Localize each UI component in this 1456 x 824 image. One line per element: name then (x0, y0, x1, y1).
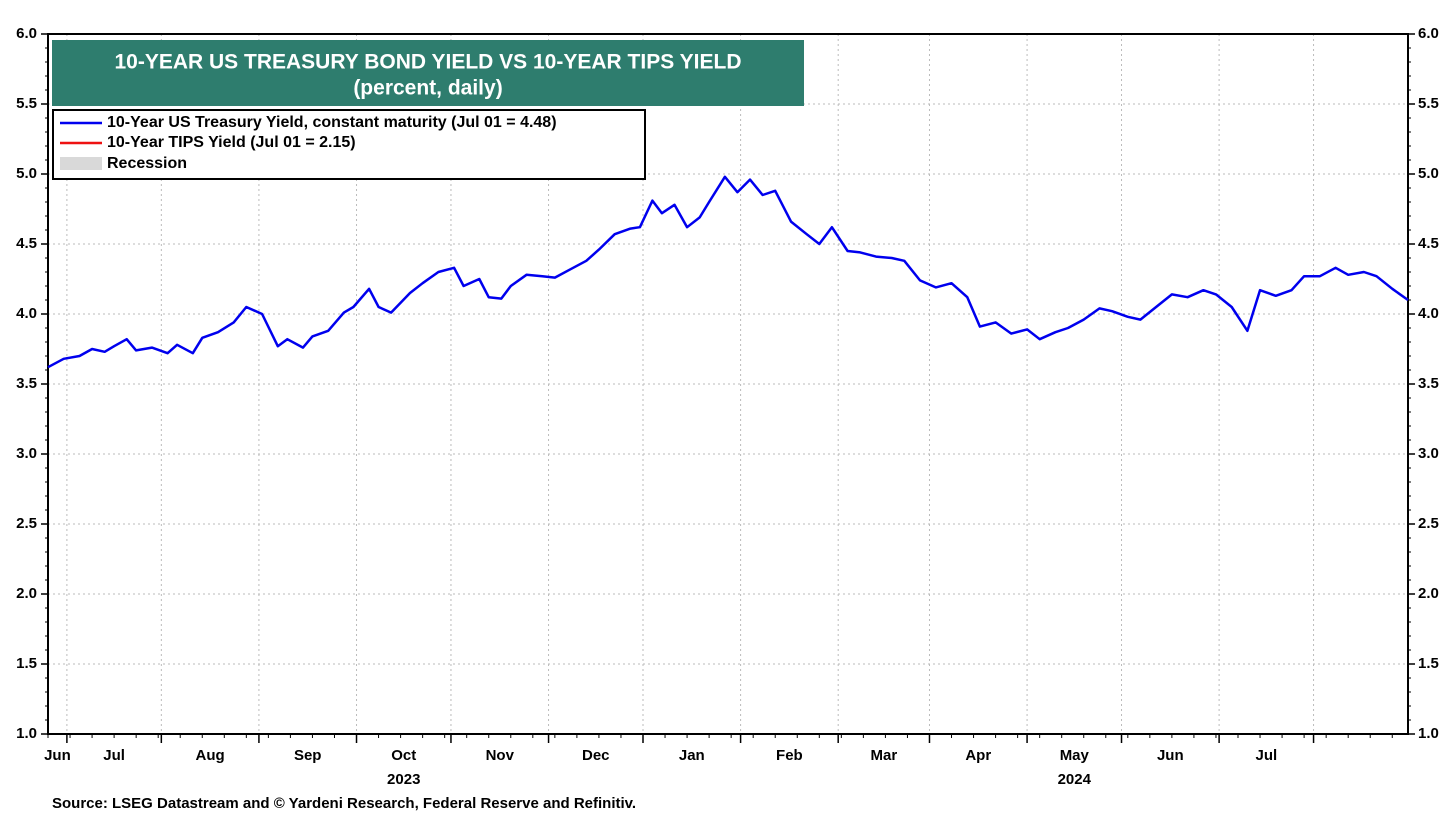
x-month-label: Dec (582, 747, 610, 764)
source-note: Source: LSEG Datastream and © Yardeni Re… (52, 795, 636, 812)
y-tick-label-right: 2.5 (1418, 515, 1439, 532)
x-month-label: Feb (776, 747, 803, 764)
legend-label-treasury: 10-Year US Treasury Yield, constant matu… (107, 114, 557, 131)
y-tick-label-right: 1.0 (1418, 725, 1439, 742)
treasury-yield-line (47, 175, 1409, 369)
y-tick-label-left: 5.0 (16, 165, 37, 182)
x-month-label: Aug (196, 747, 225, 764)
y-tick-label-right: 5.0 (1418, 165, 1439, 182)
x-month-label: Jan (679, 747, 705, 764)
chart-subtitle: (percent, daily) (353, 77, 502, 100)
y-tick-label-left: 6.0 (16, 25, 37, 42)
chart-title: 10-YEAR US TREASURY BOND YIELD VS 10-YEA… (114, 51, 741, 74)
y-tick-label-left: 1.0 (16, 725, 37, 742)
x-month-label: Jun (44, 747, 71, 764)
plot-frame (47, 33, 1409, 735)
legend-label-recession: Recession (107, 155, 187, 172)
y-tick-label-right: 4.0 (1418, 305, 1439, 322)
title-box (52, 40, 804, 106)
x-month-label: May (1060, 747, 1090, 764)
x-month-label: Oct (391, 747, 416, 764)
x-month-label: Mar (870, 747, 897, 764)
x-month-label: Apr (965, 747, 991, 764)
x-year-label-2023: 2023 (387, 771, 420, 788)
legend-box (52, 109, 646, 180)
y-tick-label-left: 4.0 (16, 305, 37, 322)
y-tick-label-left: 3.5 (16, 375, 37, 392)
x-year-label-2024: 2024 (1058, 771, 1092, 788)
y-tick-label-right: 3.5 (1418, 375, 1439, 392)
y-tick-label-right: 2.0 (1418, 585, 1439, 602)
y-tick-label-left: 3.0 (16, 445, 37, 462)
x-month-label: Nov (486, 747, 515, 764)
y-tick-label-left: 1.5 (16, 655, 37, 672)
x-month-label: Jul (103, 747, 125, 764)
y-tick-label-right: 1.5 (1418, 655, 1439, 672)
x-month-label: Jun (1157, 747, 1184, 764)
y-tick-label-right: 3.0 (1418, 445, 1439, 462)
legend-swatch-recession (60, 157, 102, 170)
x-month-label: Jul (1255, 747, 1277, 764)
y-tick-label-left: 2.5 (16, 515, 37, 532)
x-month-label: Sep (294, 747, 322, 764)
legend-label-tips: 10-Year TIPS Yield (Jul 01 = 2.15) (107, 134, 356, 151)
y-tick-label-right: 4.5 (1418, 235, 1439, 252)
series-lines (47, 175, 1409, 369)
y-tick-label-left: 5.5 (16, 95, 37, 112)
y-tick-label-right: 6.0 (1418, 25, 1439, 42)
y-tick-label-left: 4.5 (16, 235, 37, 252)
y-tick-label-left: 2.0 (16, 585, 37, 602)
y-tick-label-right: 5.5 (1418, 95, 1439, 112)
axes: 1.0 1.0 1.5 1.5 2.0 2.0 2.5 2.5 3.0 3.0 3.5 3.5 4.0 4… (16, 25, 1439, 788)
